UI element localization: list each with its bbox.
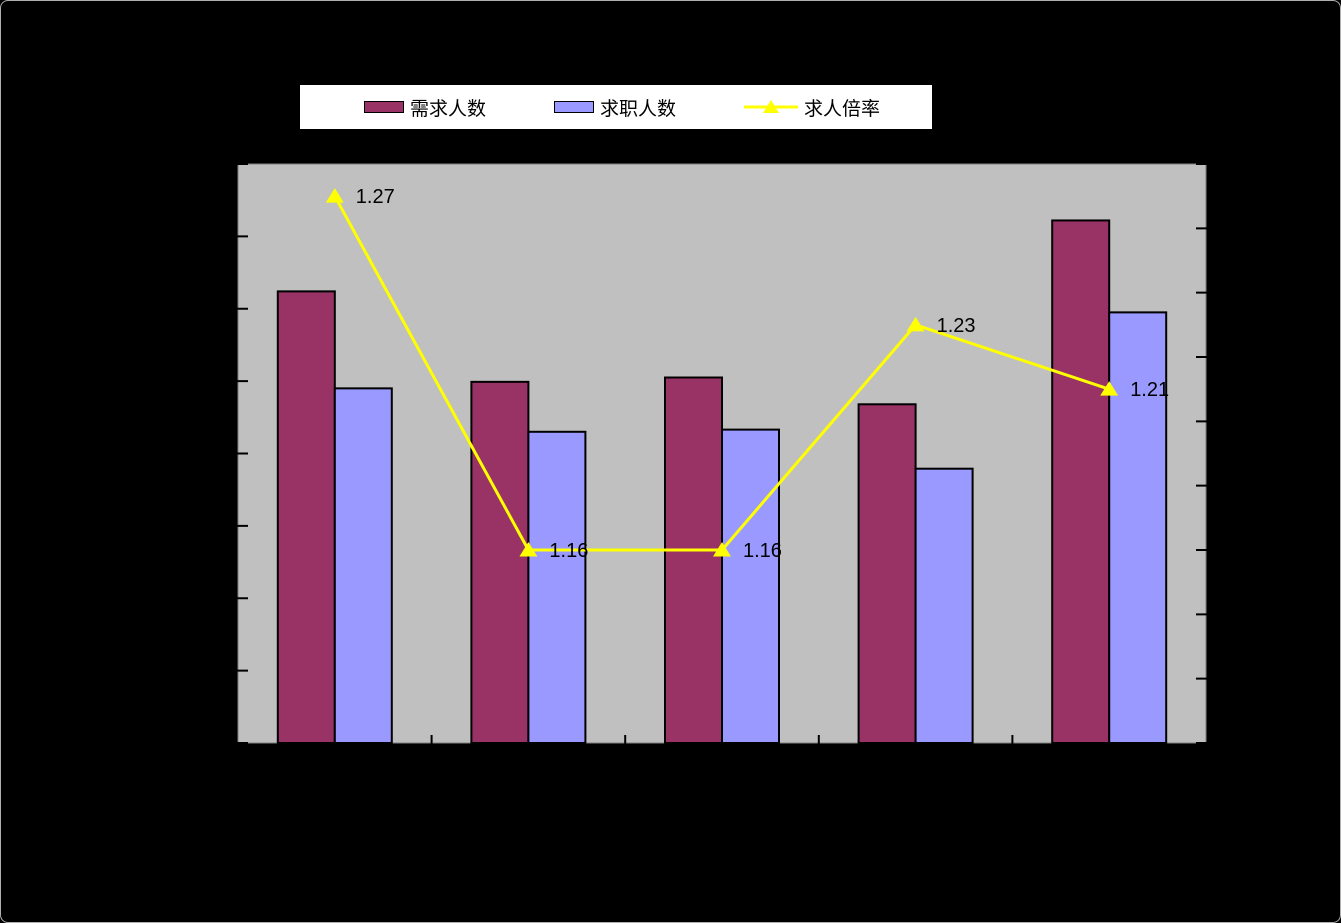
ratio-data-label: 1.27 [356,186,395,208]
ratio-data-label: 1.16 [743,540,782,562]
demand-bar [276,290,336,744]
ratio-marker-icon [906,316,925,332]
demand-bar [1051,219,1111,744]
legend-label-demand: 需求人数 [410,98,487,120]
jobseeker-bar [721,428,780,744]
ratio-line-triangle-icon [744,100,798,113]
legend-item-demand: 需求人数 [364,85,486,129]
legend-item-jobseekers: 求职人数 [554,85,676,129]
legend-item-ratio: 求人倍率 [744,85,880,129]
ratio-marker-icon [325,188,344,203]
demand-bar [470,380,530,744]
ratio-data-label: 1.21 [1130,379,1169,401]
ratio-marker-icon [713,542,731,557]
jobseeker-bar [527,430,587,744]
demand-swatch-icon [364,101,404,113]
ratio-marker-icon [1100,381,1119,396]
legend-label-ratio: 求人倍率 [804,98,881,120]
chart-legend: 需求人数 求职人数 求人倍率 [298,83,934,131]
ratio-marker-icon [519,542,538,557]
jobseeker-bar [1108,311,1168,744]
ratio-data-label: 1.16 [549,540,588,562]
demand-bar [664,376,723,744]
jobseeker-swatch-icon [554,101,594,113]
jobseeker-bar [914,467,974,744]
legend-label-jobseekers: 求职人数 [600,98,677,120]
jobseeker-bar [333,387,393,744]
demand-bar [857,403,917,744]
ratio-data-label: 1.23 [937,315,976,337]
